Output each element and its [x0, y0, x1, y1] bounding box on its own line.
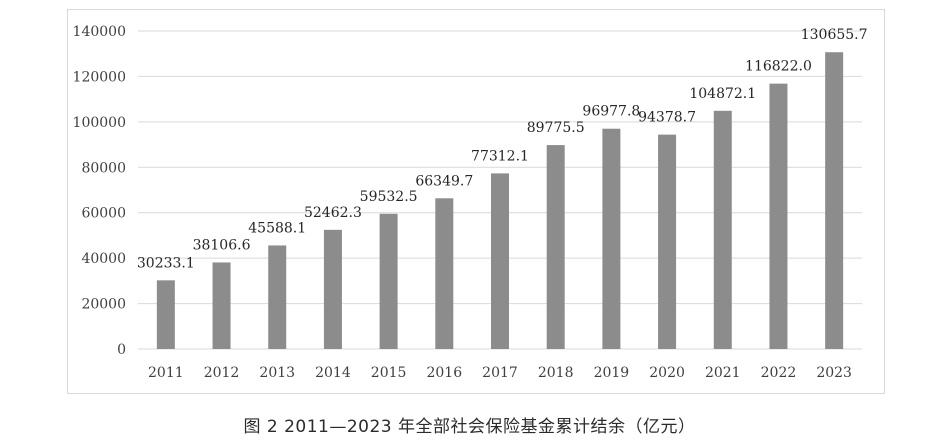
data-label: 66349.7 — [415, 173, 473, 189]
data-label: 89775.5 — [527, 120, 585, 136]
y-tick-label: 140000 — [73, 24, 126, 40]
chart-area: 020000400006000080000100000120000140000 … — [73, 24, 868, 381]
y-tick-label: 100000 — [73, 115, 126, 131]
x-tick-label: 2020 — [649, 365, 685, 381]
data-label: 52462.3 — [304, 205, 362, 221]
figure-caption: 图 2 2011—2023 年全部社会保险基金累计结余（亿元） — [243, 417, 696, 437]
bar — [212, 262, 231, 349]
chart-frame — [67, 9, 885, 394]
bar — [435, 198, 454, 349]
x-tick-label: 2011 — [148, 365, 184, 381]
x-tick-label: 2013 — [259, 365, 295, 381]
x-tick-label: 2022 — [761, 365, 797, 381]
bar — [658, 134, 677, 349]
bar — [379, 213, 398, 349]
x-tick-label: 2014 — [315, 365, 351, 381]
data-label: 38106.6 — [193, 237, 251, 253]
y-tick-label: 80000 — [81, 160, 126, 176]
data-label: 130655.7 — [801, 27, 868, 43]
x-tick-label: 2023 — [816, 365, 852, 381]
x-tick-label: 2016 — [426, 365, 462, 381]
y-tick-label: 60000 — [81, 206, 126, 222]
y-tick-label: 120000 — [73, 69, 126, 85]
y-tick-label: 0 — [117, 342, 126, 358]
y-axis-ticks: 0 20000 40000 60000 80000 100000 120000 140000 — [73, 24, 126, 358]
data-labels: 30233.1 38106.645588.152462.359532.566349… — [137, 27, 868, 271]
data-label: 94378.7 — [638, 110, 696, 126]
bars — [156, 52, 844, 350]
data-label: 96977.8 — [582, 104, 640, 120]
data-label: 45588.1 — [248, 220, 306, 236]
data-label: 104872.1 — [689, 86, 756, 102]
x-tick-label: 2021 — [705, 365, 741, 381]
gridlines — [138, 30, 862, 350]
bar — [769, 83, 788, 350]
bar — [546, 145, 565, 349]
bar — [713, 110, 732, 349]
x-tick-label: 2012 — [204, 365, 240, 381]
x-tick-label: 2018 — [538, 365, 574, 381]
bar — [268, 245, 287, 349]
x-axis-ticks: 2011 2012 2013 2014 2015 2016 2017 2018 2019 2020… — [148, 365, 852, 381]
bar — [156, 280, 175, 349]
data-label: 116822.0 — [745, 59, 812, 75]
data-label: 77312.1 — [471, 148, 529, 164]
bar — [323, 229, 342, 349]
y-tick-label: 20000 — [81, 297, 126, 313]
x-tick-label: 2017 — [482, 365, 518, 381]
bar — [825, 52, 844, 349]
x-tick-label: 2015 — [371, 365, 407, 381]
bar — [602, 128, 621, 349]
data-label: 30233.1 — [137, 255, 195, 271]
bar — [491, 173, 509, 349]
data-label: 59532.5 — [360, 189, 418, 205]
x-tick-label: 2019 — [594, 365, 630, 381]
y-tick-label: 40000 — [81, 251, 126, 267]
